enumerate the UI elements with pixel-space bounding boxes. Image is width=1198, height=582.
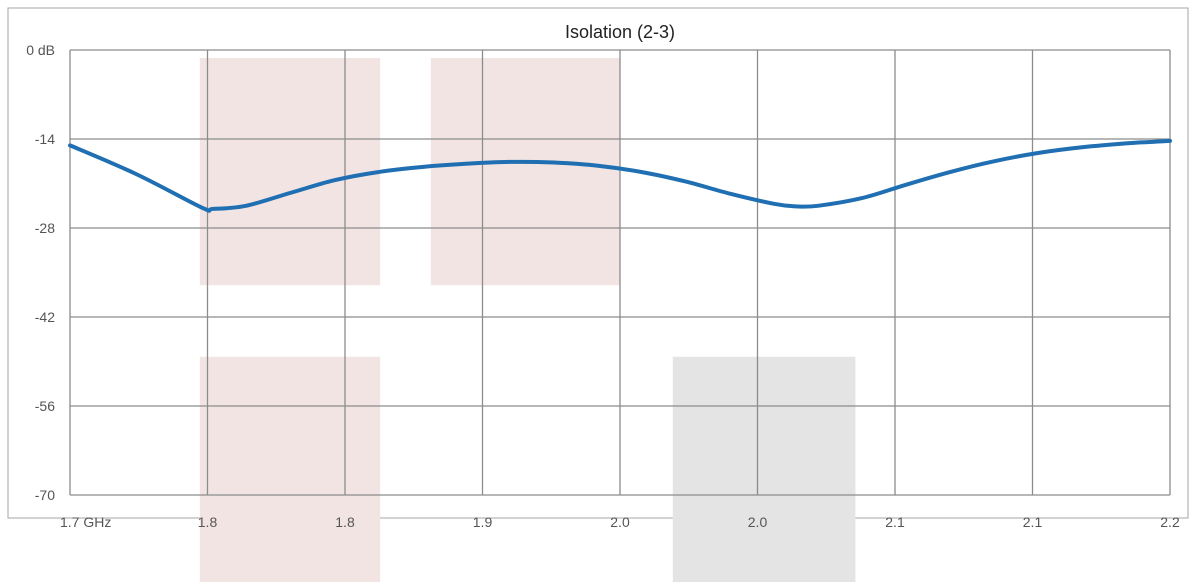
band-1: [430, 58, 620, 286]
x-axis-ticks: 1.7 GHz 1.8 1.8 1.9 2.0 2.0 2.1 2.1 2.2: [60, 514, 1180, 530]
y-tick-label-5: -70: [35, 487, 55, 503]
x-tick-label-3: 1.9: [473, 514, 493, 530]
y-tick-label-1: -14: [35, 131, 55, 147]
x-tick-label-6: 2.1: [885, 514, 905, 530]
y-axis-ticks: 0 dB -14 -28 -42 -56 -70: [26, 42, 55, 503]
band-3: [672, 356, 856, 582]
grid: [69, 49, 1171, 496]
x-tick-label-8: 2.2: [1160, 514, 1180, 530]
y-tick-label-2: -28: [35, 220, 55, 236]
y-tick-label-0: 0 dB: [26, 42, 55, 58]
series-line-0: [68, 138, 1172, 213]
band-2: [199, 356, 381, 582]
y-tick-label-4: -56: [35, 398, 55, 414]
x-tick-label-1: 1.8: [198, 514, 218, 530]
chart-title: Isolation (2-3): [565, 22, 675, 42]
frequency-bands: [199, 58, 856, 582]
x-tick-label-7: 2.1: [1023, 514, 1043, 530]
x-tick-label-2: 1.8: [335, 514, 355, 530]
x-tick-label-0: 1.7 GHz: [60, 514, 111, 530]
series: [68, 138, 1172, 213]
y-tick-label-3: -42: [35, 309, 55, 325]
band-0: [199, 58, 381, 286]
x-tick-label-5: 2.0: [748, 514, 768, 530]
x-tick-label-4: 2.0: [610, 514, 630, 530]
